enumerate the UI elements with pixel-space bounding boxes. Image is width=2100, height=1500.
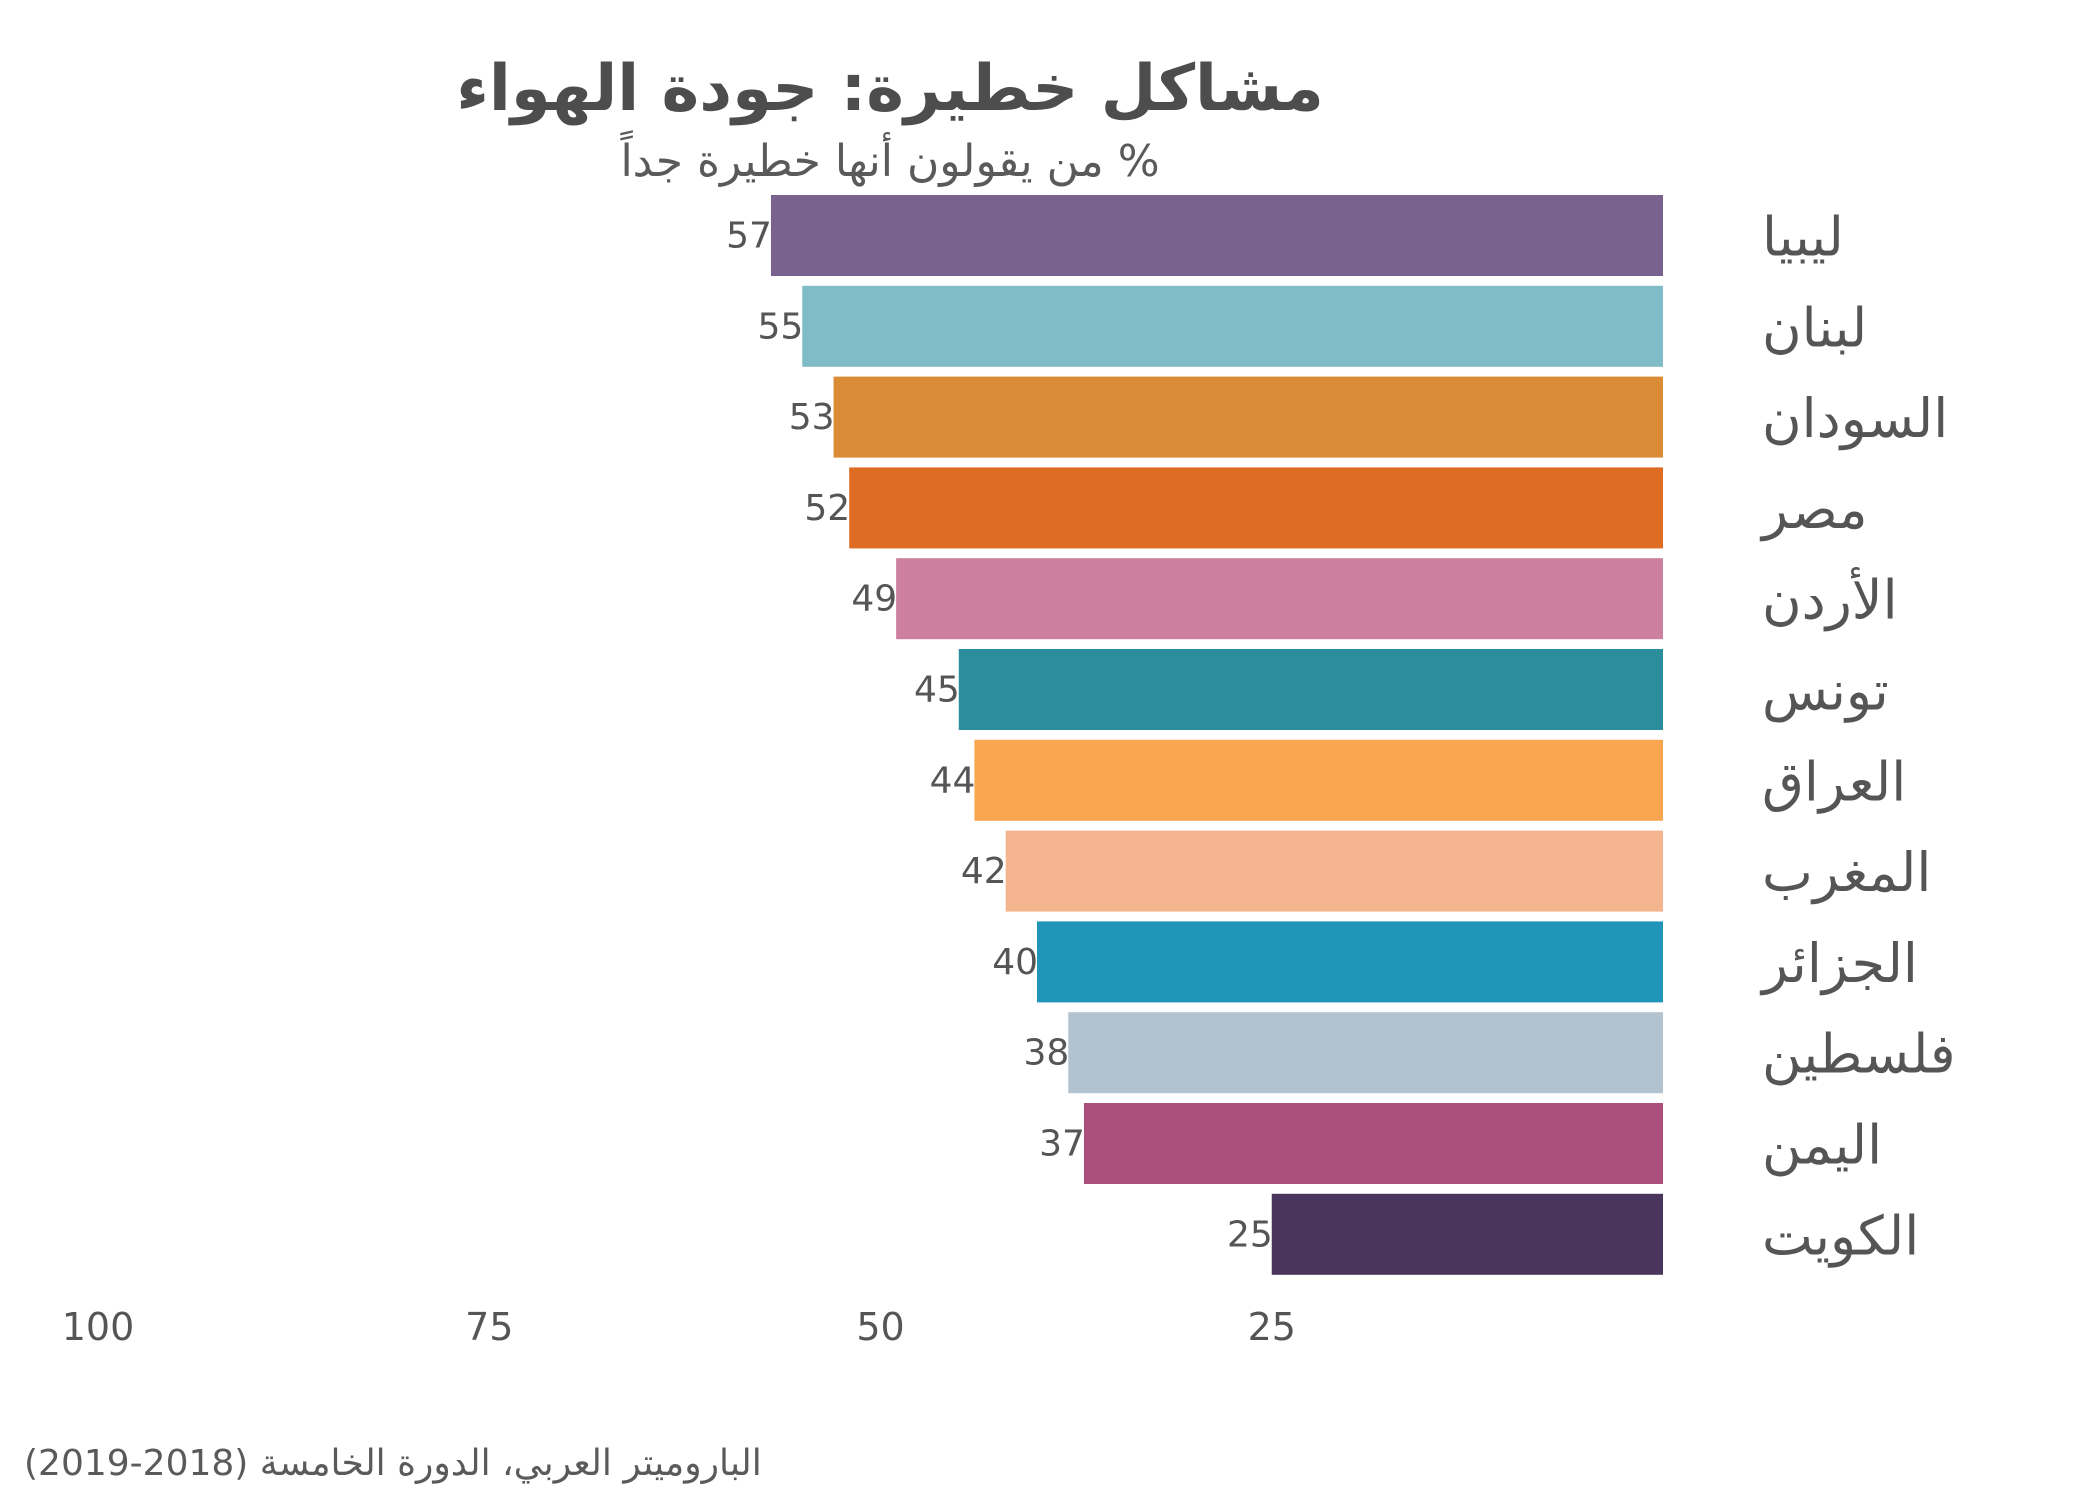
category-label: العراق [1762,750,1906,813]
bar [896,558,1663,640]
bar [958,649,1663,730]
bar [1005,830,1663,912]
bar-value-label: 25 [1227,1214,1273,1255]
bar-value-label: 53 [789,397,835,438]
bar-value-label: 49 [851,579,897,620]
category-label: تونس [1762,660,1889,723]
bar [974,739,1663,821]
bar-value-label: 52 [804,488,850,529]
bar-value-label: 38 [1023,1033,1069,1074]
category-label: السودان [1762,387,1948,450]
bar-value-label: 55 [757,306,803,347]
bar-value-label: 44 [930,760,976,801]
bar [1271,1193,1663,1275]
category-label: لبنان [1762,296,1867,359]
category-label: مصر [1759,478,1868,541]
chart-title: مشاكل خطيرة: جودة الهواء [456,52,1324,126]
chart-source: الباروميتر العربي، الدورة الخامسة (2018-… [24,1443,762,1484]
category-label: الكويت [1762,1204,1919,1267]
bar [1037,921,1663,1003]
category-label: فلسطين [1762,1023,1956,1086]
bar-value-label: 42 [961,851,1007,892]
category-label: الجزائر [1759,932,1918,995]
bar [802,285,1663,367]
bar-value-label: 45 [914,670,960,711]
bar-value-label: 40 [992,942,1038,983]
bar [833,376,1663,458]
category-label: ليبيا [1762,206,1844,269]
chart-subtitle: % من يقولون أنها خطيرة جداً [620,136,1160,187]
bar [1068,1012,1663,1094]
category-label: المغرب [1762,841,1931,904]
category-label: الأردن [1762,567,1898,632]
x-tick-label: 75 [465,1305,513,1349]
x-tick-label: 100 [62,1305,135,1349]
bar [1083,1103,1663,1184]
bar [849,467,1663,549]
bar-value-label: 57 [726,216,772,257]
x-tick-label: 50 [856,1305,904,1349]
x-tick-label: 25 [1248,1305,1296,1349]
bar-value-label: 37 [1039,1124,1085,1165]
category-label: اليمن [1762,1114,1882,1177]
bar [770,195,1663,276]
